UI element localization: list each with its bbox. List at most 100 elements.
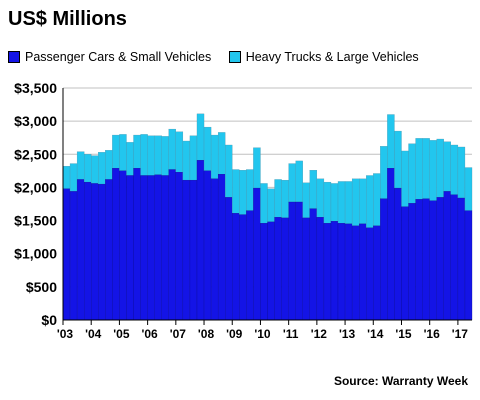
bar-heavy [401,150,409,207]
bar-passenger [309,208,318,321]
bar-passenger [344,223,353,321]
bar-passenger [464,210,473,321]
x-tick-label: '09 [226,327,243,341]
bar-passenger [359,223,367,321]
bar-heavy [175,131,184,173]
bar-passenger [366,227,374,321]
legend-swatch-heavy [228,51,241,63]
bar-heavy [203,126,212,172]
bar-heavy [415,138,423,200]
bar-heavy [210,134,219,179]
x-tick-label: '07 [170,327,187,341]
bar-passenger [415,199,423,321]
bar-heavy [295,160,303,203]
bar-heavy [112,134,120,169]
x-tick-label: '13 [339,327,356,341]
bar-heavy [309,170,318,209]
bar-passenger [330,221,339,321]
bar-passenger [154,174,162,321]
bar-passenger [140,175,148,321]
legend-swatch-passenger [8,51,20,63]
bar-passenger [408,203,416,321]
bar-passenger [225,197,233,321]
bar-heavy [69,163,78,192]
bar-passenger [84,181,92,321]
bar-heavy [161,136,169,176]
bar-passenger [281,217,289,321]
bar-heavy [380,146,388,199]
x-tick-label: '11 [283,327,299,341]
bar-passenger [196,160,205,321]
bar-passenger [429,200,437,321]
bar-passenger [182,179,191,321]
bar-heavy [274,179,282,218]
bar-heavy [147,135,155,176]
bar-heavy [316,178,325,218]
bar-passenger [232,213,240,321]
bar-heavy [351,178,360,227]
bar-passenger [253,187,261,321]
bar-heavy [288,163,296,203]
y-tick-label: $0 [41,312,57,328]
bar-passenger [69,191,78,321]
bar-passenger [105,179,113,321]
legend: Passenger Cars & Small Vehicles Heavy Tr… [8,50,433,66]
x-tick-label: '16 [424,327,441,341]
bar-heavy [330,183,339,222]
legend-label-passenger: Passenger Cars & Small Vehicles [25,50,212,64]
bar-heavy [253,147,261,189]
bar-passenger [260,223,268,321]
bar-passenger [119,170,127,321]
chart-title: US$ Millions [8,8,127,30]
bar-heavy [126,142,134,176]
y-tick-label: $2,000 [14,179,57,195]
bar-heavy [281,179,289,219]
bar-heavy [394,130,402,189]
bar-passenger [422,198,430,321]
bar-heavy [359,178,367,225]
bar-heavy [464,167,473,211]
bar-passenger [62,188,71,321]
bar-passenger [246,210,254,321]
legend-item-passenger: Passenger Cars & Small Vehicles [8,50,211,64]
bar-heavy [366,175,374,229]
bar-passenger [457,197,466,321]
bar-heavy [267,188,275,223]
bar-heavy [422,138,430,199]
bar-passenger [274,217,282,321]
source-note: Source: Warranty Week [333,374,468,388]
bar-passenger [436,197,444,321]
bar-heavy [119,134,127,172]
y-tick-label: $1,500 [14,213,57,229]
bar-heavy [133,134,141,169]
bar-passenger [387,168,395,321]
bar-heavy [105,150,113,180]
bar-passenger [126,175,134,321]
bar-passenger [267,221,275,321]
bar-heavy [84,154,92,183]
bar-heavy [91,155,99,184]
x-tick-label: '06 [142,327,159,341]
y-tick-label: $1,000 [14,246,57,262]
bar-passenger [76,179,85,321]
bar-heavy [429,140,437,201]
bar-heavy [457,146,466,199]
bar-passenger [210,178,219,321]
bar-passenger [189,179,198,321]
x-tick-label: '12 [311,327,328,341]
bar-passenger [323,223,332,321]
bar-passenger [401,206,409,321]
bar-passenger [337,223,346,321]
bar-heavy [76,151,85,180]
x-tick-label: '15 [395,327,412,341]
bar-passenger [443,191,451,321]
bar-passenger [175,172,184,321]
bar-passenger [316,217,325,321]
bar-passenger [295,201,303,321]
legend-label-heavy: Heavy Trucks & Large Vehicles [245,50,419,64]
bar-heavy [408,143,416,204]
bar-passenger [91,183,99,321]
bar-passenger [288,201,296,321]
bar-heavy [189,135,198,181]
